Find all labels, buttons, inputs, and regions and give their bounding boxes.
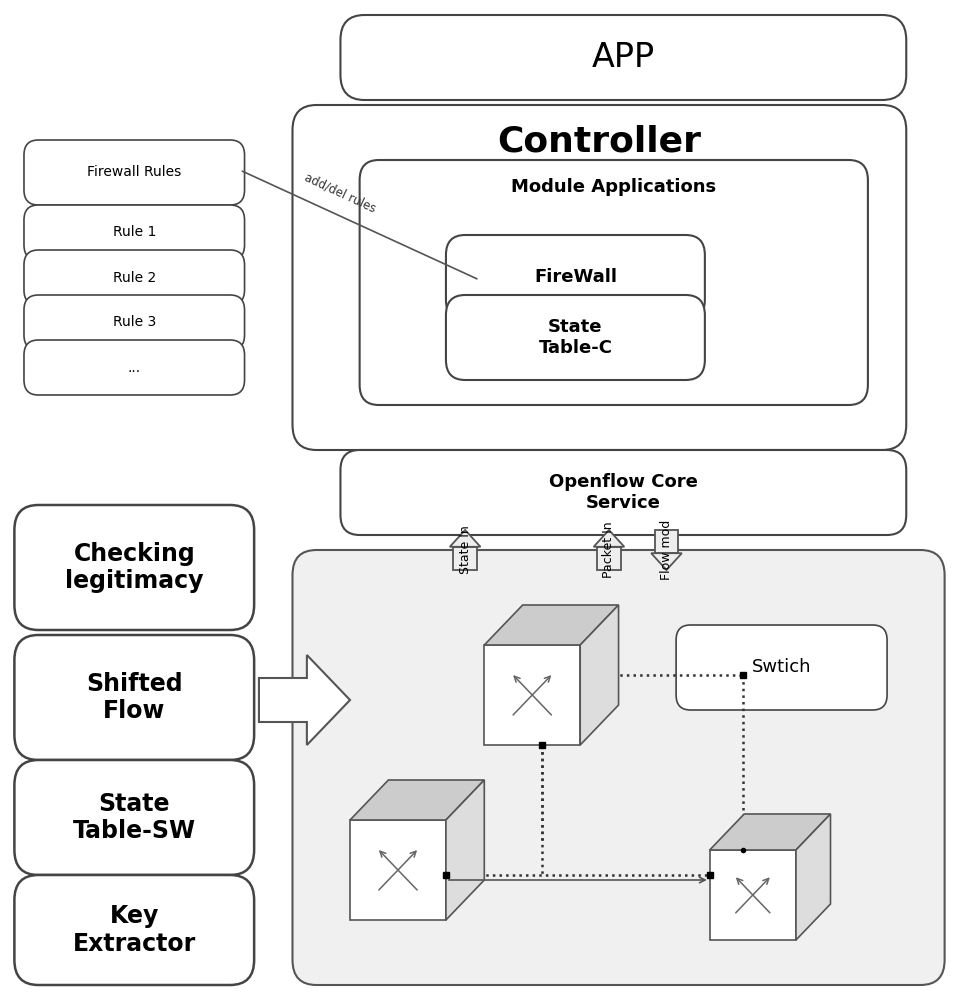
Text: add/del rules: add/del rules	[303, 171, 378, 215]
Text: Controller: Controller	[498, 125, 701, 159]
Polygon shape	[710, 814, 830, 850]
FancyBboxPatch shape	[676, 625, 887, 710]
FancyBboxPatch shape	[14, 635, 254, 760]
FancyBboxPatch shape	[292, 550, 945, 985]
Text: State
Table-C: State Table-C	[538, 318, 613, 357]
FancyBboxPatch shape	[24, 250, 245, 305]
FancyBboxPatch shape	[14, 505, 254, 630]
FancyBboxPatch shape	[446, 295, 705, 380]
FancyBboxPatch shape	[446, 235, 705, 320]
Polygon shape	[484, 605, 619, 645]
FancyBboxPatch shape	[24, 295, 245, 350]
FancyBboxPatch shape	[360, 160, 868, 405]
Text: Packet In: Packet In	[602, 522, 616, 578]
Polygon shape	[651, 553, 682, 570]
Text: Key
Extractor: Key Extractor	[73, 904, 196, 956]
Polygon shape	[655, 530, 678, 553]
Polygon shape	[484, 645, 580, 745]
Polygon shape	[597, 547, 620, 570]
Text: State In: State In	[458, 526, 472, 574]
Polygon shape	[454, 547, 477, 570]
FancyBboxPatch shape	[24, 205, 245, 260]
Text: Rule 3: Rule 3	[112, 316, 156, 330]
Polygon shape	[259, 655, 350, 745]
Polygon shape	[350, 820, 446, 920]
Text: Rule 1: Rule 1	[112, 226, 156, 239]
Text: Flow mod: Flow mod	[660, 520, 673, 580]
Text: State
Table-SW: State Table-SW	[73, 792, 196, 843]
Text: Shifted
Flow: Shifted Flow	[86, 672, 182, 723]
Polygon shape	[446, 780, 484, 920]
Text: Checking
legitimacy: Checking legitimacy	[65, 542, 203, 593]
Text: FireWall: FireWall	[534, 268, 617, 286]
Polygon shape	[450, 530, 480, 547]
Text: Swtich: Swtich	[752, 659, 811, 677]
Text: Rule 2: Rule 2	[112, 271, 156, 285]
Polygon shape	[796, 814, 830, 940]
Text: APP: APP	[592, 41, 655, 74]
FancyBboxPatch shape	[340, 15, 906, 100]
FancyBboxPatch shape	[24, 340, 245, 395]
FancyBboxPatch shape	[14, 875, 254, 985]
Text: Openflow Core
Service: Openflow Core Service	[549, 473, 698, 512]
Polygon shape	[580, 605, 619, 745]
Polygon shape	[350, 780, 484, 820]
Text: Firewall Rules: Firewall Rules	[87, 165, 181, 180]
Text: Module Applications: Module Applications	[511, 178, 716, 196]
Polygon shape	[710, 850, 796, 940]
FancyBboxPatch shape	[340, 450, 906, 535]
FancyBboxPatch shape	[14, 760, 254, 875]
Text: ...: ...	[128, 360, 141, 374]
FancyBboxPatch shape	[292, 105, 906, 450]
Polygon shape	[594, 530, 624, 547]
FancyBboxPatch shape	[24, 140, 245, 205]
